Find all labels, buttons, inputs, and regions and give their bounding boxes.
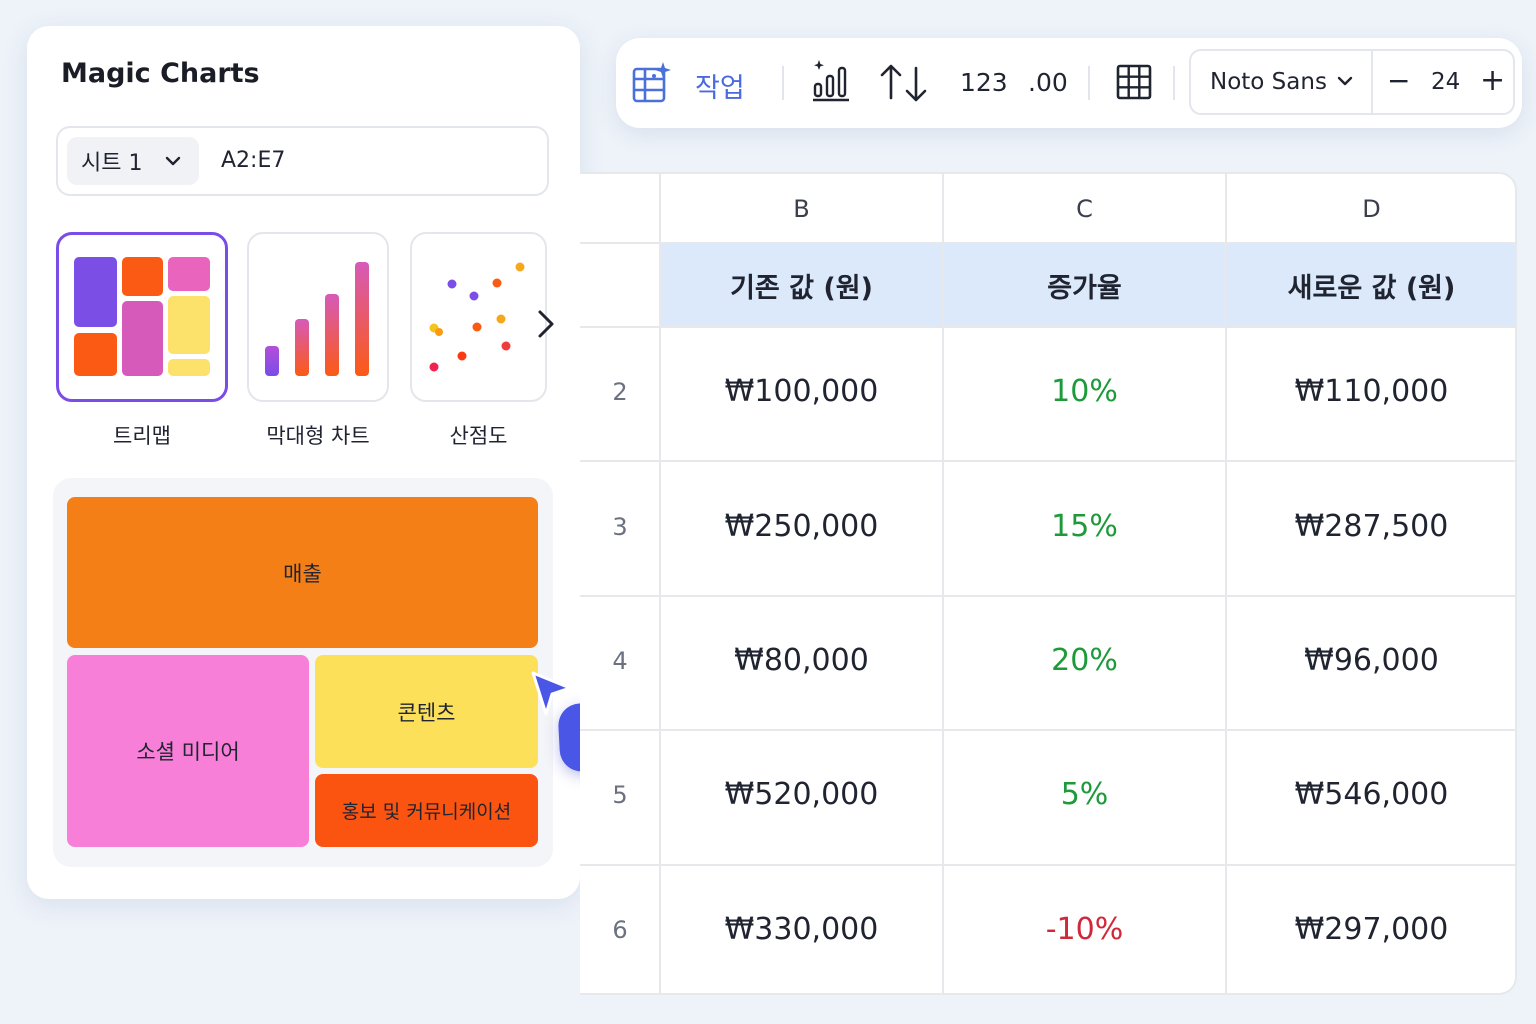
table-cell-c[interactable]: 5% [1060, 777, 1109, 813]
chevron-down-icon [165, 156, 181, 166]
grid-line [580, 729, 1515, 732]
row-number[interactable]: 3 [612, 512, 628, 541]
number-format-button[interactable]: 123 [960, 68, 1008, 97]
treemap-cell-label: 홍보 및 커뮤니케이션 [341, 801, 512, 823]
grid-line [659, 174, 661, 993]
formatting-toolbar: 작업 123 .00 Noto Sans [616, 38, 1522, 128]
table-cell-c[interactable]: 10% [1051, 374, 1118, 410]
range-input[interactable]: A2:E7 [221, 148, 286, 173]
data-range-box: 시트 1 A2:E7 [56, 126, 549, 196]
header-cell[interactable]: 새로운 값 (원) [1287, 272, 1456, 304]
header-row-background [660, 243, 1515, 327]
row-number[interactable]: 6 [612, 915, 628, 944]
table-cell-d[interactable]: ₩110,000 [1294, 374, 1449, 410]
table-cell-b[interactable]: ₩250,000 [724, 508, 879, 544]
grid-line [580, 242, 1515, 244]
sheet-select-label: 시트 1 [81, 151, 143, 176]
table-cell-b[interactable]: ₩100,000 [724, 374, 879, 410]
toolbar-divider [1173, 66, 1175, 100]
grid-line [580, 326, 1515, 328]
magic-table-icon[interactable] [630, 62, 674, 106]
chevron-down-icon[interactable] [1335, 71, 1355, 91]
font-size-decrease-button[interactable]: − [1387, 64, 1411, 97]
row-number[interactable]: 2 [612, 378, 628, 407]
treemap-cell-pr[interactable]: 홍보 및 커뮤니케이션 [315, 774, 538, 847]
table-cell-c[interactable]: 20% [1051, 643, 1118, 678]
sort-icon[interactable] [878, 62, 928, 104]
table-cell-d[interactable]: ₩287,500 [1294, 508, 1449, 544]
treemap-cell-content[interactable]: 콘텐츠 [315, 655, 538, 768]
table-cell-d[interactable]: ₩96,000 [1304, 643, 1439, 678]
chart-type-label: 트리맵 [113, 424, 171, 448]
column-header-d[interactable]: D [1362, 194, 1381, 223]
font-controls-divider [1371, 51, 1373, 113]
column-header-b[interactable]: B [793, 194, 810, 223]
treemap-icon [74, 257, 210, 376]
chart-type-bar[interactable] [247, 232, 389, 402]
chart-type-treemap[interactable] [56, 232, 228, 402]
treemap-cell-sales[interactable]: 매출 [67, 497, 538, 648]
table-cell-b[interactable]: ₩520,000 [724, 777, 879, 813]
toolbar-divider [1088, 66, 1090, 100]
treemap-cell-social-media[interactable]: 소셜 미디어 [67, 655, 309, 847]
chevron-right-icon[interactable] [534, 306, 558, 342]
font-size-value[interactable]: 24 [1431, 69, 1461, 95]
toolbar-divider [782, 66, 784, 100]
chart-type-scatter[interactable] [410, 232, 547, 402]
grid-line [942, 174, 944, 993]
header-cell[interactable]: 증가율 [1047, 272, 1122, 304]
column-header-c[interactable]: C [1076, 194, 1093, 223]
chart-type-label: 산점도 [449, 424, 508, 448]
row-number[interactable]: 5 [612, 781, 628, 810]
chart-type-label: 막대형 차트 [266, 424, 370, 448]
action-button[interactable]: 작업 [695, 73, 745, 104]
treemap-cell-label: 매출 [283, 561, 322, 586]
table-cell-b[interactable]: ₩330,000 [724, 911, 879, 947]
table-cell-d[interactable]: ₩297,000 [1294, 911, 1449, 947]
bar-chart-icon [265, 262, 369, 376]
font-family-select[interactable]: Noto Sans [1210, 69, 1327, 95]
treemap-cell-label: 콘텐츠 [397, 700, 456, 725]
borders-icon[interactable] [1116, 64, 1152, 100]
magic-charts-panel: Magic Charts 시트 1 A2:E7 [27, 26, 580, 899]
table-cell-d[interactable]: ₩546,000 [1294, 777, 1449, 813]
treemap-cell-label: 소셜 미디어 [136, 740, 240, 764]
row-number[interactable]: 4 [612, 647, 628, 675]
panel-title: Magic Charts [61, 58, 260, 89]
table-cell-b[interactable]: ₩80,000 [734, 643, 869, 678]
treemap-preview: 매출 소셜 미디어 콘텐츠 홍보 및 커뮤니케이션 [53, 478, 553, 867]
grid-line [580, 863, 1515, 866]
header-cell[interactable]: 기존 값 (원) [730, 272, 873, 304]
table-cell-c[interactable]: -10% [1045, 911, 1124, 947]
grid-line [580, 460, 1515, 463]
table-cell-c[interactable]: 15% [1051, 508, 1118, 544]
decimal-format-button[interactable]: .00 [1028, 68, 1068, 97]
grid-line [1225, 174, 1227, 993]
collaborator-cursor-icon [531, 671, 572, 716]
grid-line [580, 594, 1515, 597]
font-controls: Noto Sans − 24 + [1189, 49, 1515, 115]
sheet-select[interactable]: 시트 1 [67, 137, 199, 185]
scatter-icon [429, 262, 525, 372]
font-size-increase-button[interactable]: + [1480, 63, 1506, 98]
spreadsheet-grid: B C D 기존 값 (원) 증가율 새로운 값 (원) 2 ₩100,000 10… [580, 172, 1517, 995]
chart-icon[interactable] [811, 58, 853, 104]
